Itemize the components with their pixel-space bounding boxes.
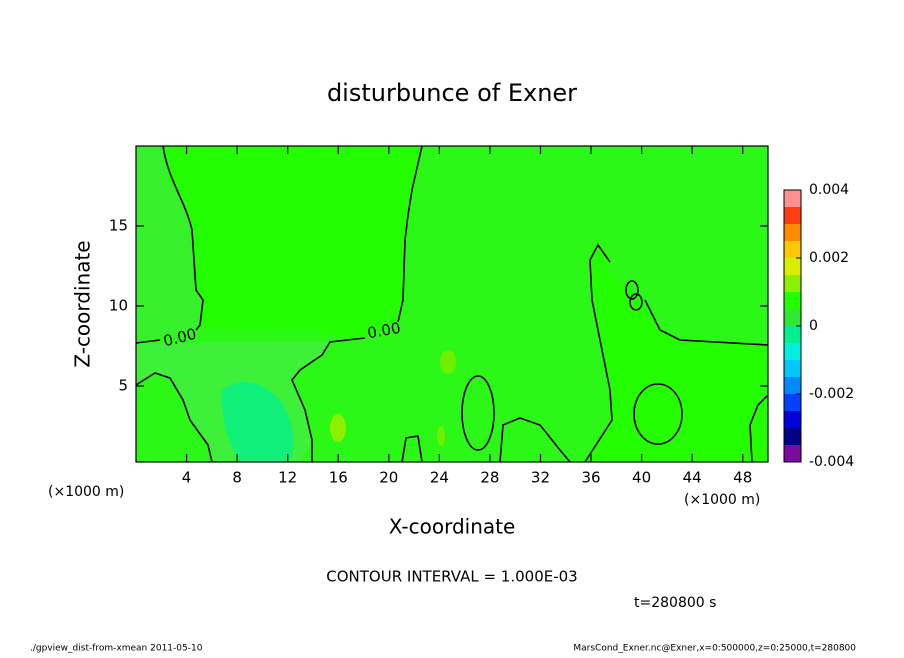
colorbar-tick-label: -0.004 xyxy=(809,454,854,470)
colorbar-cell xyxy=(784,360,801,377)
x-unit: (×1000 m) xyxy=(684,492,760,508)
colorbar-cell xyxy=(784,292,801,309)
contour-line xyxy=(135,372,213,463)
colorbar-tick-label: -0.002 xyxy=(809,386,854,402)
contour-line xyxy=(629,293,643,311)
contour-line xyxy=(135,145,204,344)
x-tick-label: 32 xyxy=(531,469,550,487)
contour-line xyxy=(291,145,423,462)
colorbar-cell xyxy=(784,190,801,207)
colorbar-cell xyxy=(784,258,801,275)
footer-left: ./gpview_dist-from-xmean 2011-05-10 xyxy=(30,644,203,654)
colorbar-cell xyxy=(784,309,801,326)
field-region xyxy=(437,426,445,446)
x-tick-label: 48 xyxy=(733,469,752,487)
time-label: t=280800 s xyxy=(634,595,716,611)
contour-line xyxy=(461,375,495,451)
field-region xyxy=(330,414,346,442)
colorbar-cell xyxy=(784,326,801,343)
colorbar-cell xyxy=(784,275,801,292)
contour-line xyxy=(625,280,639,300)
x-tick-label: 16 xyxy=(329,469,348,487)
colorbar-cell xyxy=(784,343,801,360)
x-axis-title: X-coordinate xyxy=(389,515,516,539)
colorbar-cell xyxy=(784,445,801,462)
contour-interval: CONTOUR INTERVAL = 1.000E-03 xyxy=(326,568,577,586)
contour-label: 0.00 xyxy=(366,319,402,343)
contour-line xyxy=(749,394,769,463)
y-tick-label: 15 xyxy=(109,217,128,235)
field-region xyxy=(221,382,294,462)
x-tick-label: 20 xyxy=(379,469,398,487)
contour-line xyxy=(401,435,423,463)
field xyxy=(136,146,768,462)
contour-line xyxy=(584,243,769,463)
colorbar-cell xyxy=(784,411,801,428)
colorbar-cell xyxy=(784,207,801,224)
x-tick-label: 4 xyxy=(182,469,192,487)
y-unit: (×1000 m) xyxy=(48,484,124,500)
x-tick-label: 36 xyxy=(581,469,600,487)
field-region xyxy=(136,146,203,343)
x-tick-label: 24 xyxy=(430,469,449,487)
contour-line xyxy=(633,383,683,445)
colorbar-cell xyxy=(784,224,801,241)
colorbar-tick-label: 0.004 xyxy=(809,182,849,198)
footer-right: MarsCond_Exner.nc@Exner,x=0:500000,z=0:2… xyxy=(573,644,856,654)
x-tick-label: 12 xyxy=(278,469,297,487)
colorbar-tick-label: 0.002 xyxy=(809,250,849,266)
plot-frame xyxy=(135,145,769,463)
contours xyxy=(135,145,769,463)
colorbar-cell xyxy=(784,241,801,258)
x-tick-label: 28 xyxy=(480,469,499,487)
field-region xyxy=(440,350,456,374)
x-tick-label: 40 xyxy=(632,469,651,487)
colorbar-tick-label: 0 xyxy=(809,318,818,334)
y-tick-label: 10 xyxy=(109,297,128,315)
contour-line xyxy=(499,417,571,463)
colorbar-cell xyxy=(784,428,801,445)
colorbar-cell xyxy=(784,394,801,411)
y-axis-title: Z-coordinate xyxy=(71,240,95,367)
chart-title: disturbunce of Exner xyxy=(327,79,577,107)
colorbar-cell xyxy=(784,377,801,394)
y-tick-label: 5 xyxy=(118,377,128,395)
x-tick-label: 44 xyxy=(683,469,702,487)
x-tick-label: 8 xyxy=(232,469,242,487)
